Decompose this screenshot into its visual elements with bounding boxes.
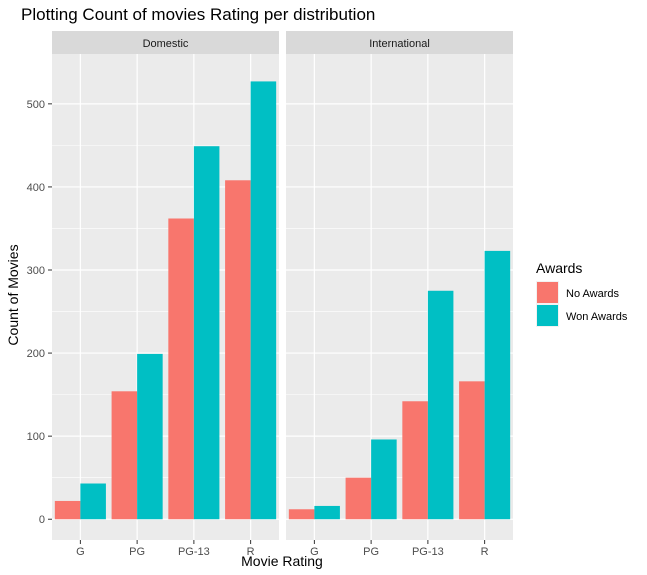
x-axis-international: G PG PG-13 R xyxy=(310,540,489,558)
x-tick-label-international-g: G xyxy=(310,546,319,558)
x-tick-label-domestic-pg-13: PG-13 xyxy=(178,546,210,558)
y-tick-label-100: 100 xyxy=(27,431,45,443)
x-tick-label-international-r: R xyxy=(481,546,489,558)
x-tick-label-international-pg: PG xyxy=(363,546,379,558)
bar-domestic-pg-no-awards xyxy=(111,391,138,520)
bar-international-pg-13-won-awards xyxy=(427,290,454,520)
bar-domestic-r-no-awards xyxy=(225,180,251,520)
bar-international-g-won-awards xyxy=(314,505,340,520)
bar-international-r-won-awards xyxy=(484,250,511,520)
legend-swatch-no-awards xyxy=(537,282,558,303)
strip-label-domestic: Domestic xyxy=(143,38,189,50)
y-tick-label-500: 500 xyxy=(27,99,45,111)
bar-domestic-pg-13-won-awards xyxy=(193,146,220,520)
x-tick-label-domestic-pg: PG xyxy=(129,546,145,558)
y-tick-label-200: 200 xyxy=(27,348,45,360)
y-tick-label-400: 400 xyxy=(27,182,45,194)
bar-domestic-g-no-awards xyxy=(54,500,81,520)
bar-domestic-g-won-awards xyxy=(80,483,106,520)
panel-international: International xyxy=(286,31,513,540)
strip-domestic xyxy=(52,31,279,54)
bar-international-pg-won-awards xyxy=(371,439,397,520)
bar-domestic-r-won-awards xyxy=(250,81,277,520)
strip-international xyxy=(286,31,513,54)
y-axis: 0 100 200 300 400 500 xyxy=(27,99,52,526)
y-tick-label-300: 300 xyxy=(27,265,45,277)
legend-title: Awards xyxy=(536,260,582,276)
bar-international-pg-no-awards xyxy=(345,477,372,520)
legend-swatch-won-awards xyxy=(537,305,558,326)
x-axis-domestic: G PG PG-13 R xyxy=(76,540,255,558)
x-tick-label-international-pg-13: PG-13 xyxy=(412,546,444,558)
legend-label-won-awards: Won Awards xyxy=(566,311,628,323)
y-axis-title: Count of Movies xyxy=(5,244,21,345)
chart-title: Plotting Count of movies Rating per dist… xyxy=(21,5,375,24)
bar-international-r-no-awards xyxy=(459,381,485,520)
bar-domestic-pg-won-awards xyxy=(137,353,163,520)
legend-label-no-awards: No Awards xyxy=(566,288,619,300)
strip-label-international: International xyxy=(369,38,430,50)
x-axis-title: Movie Rating xyxy=(241,553,323,569)
x-tick-label-domestic-g: G xyxy=(76,546,85,558)
x-tick-label-domestic-r: R xyxy=(247,546,255,558)
bar-domestic-pg-13-no-awards xyxy=(168,218,194,520)
bar-international-pg-13-no-awards xyxy=(402,401,428,520)
panel-domestic: Domestic xyxy=(52,31,279,540)
legend: Awards No Awards Won Awards xyxy=(536,260,628,327)
y-tick-label-0: 0 xyxy=(39,514,45,526)
bar-international-g-no-awards xyxy=(288,509,315,520)
